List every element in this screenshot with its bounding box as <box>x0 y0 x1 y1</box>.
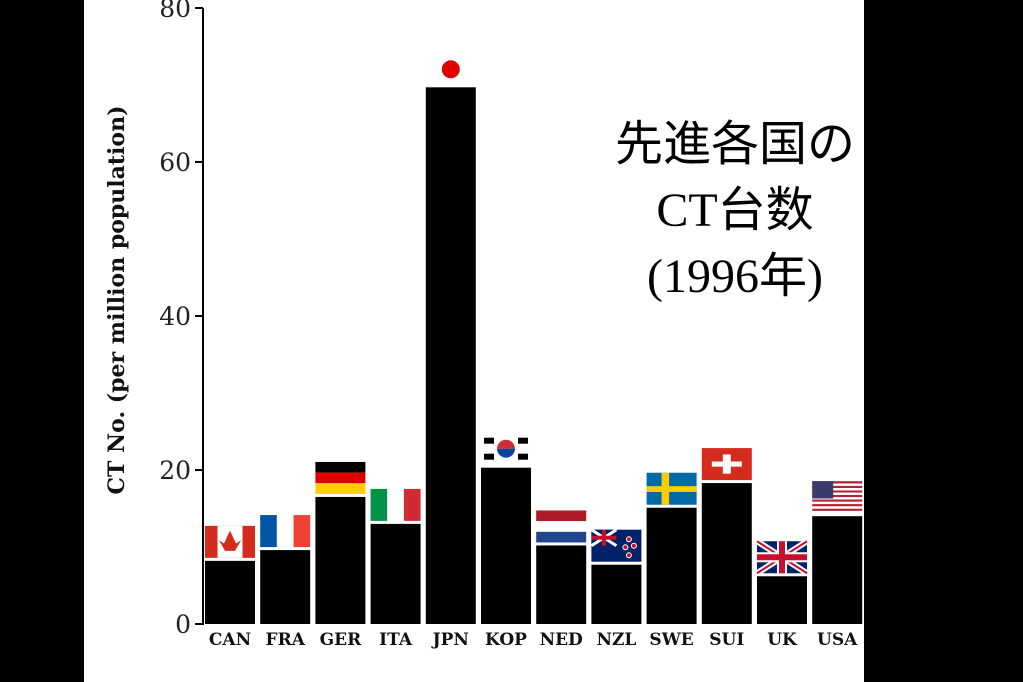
y-axis-title: CT No. (per million population) <box>104 106 130 495</box>
bar-sui <box>701 483 752 624</box>
bar-ita <box>370 523 421 624</box>
bar-can <box>205 560 255 624</box>
bar-uk <box>757 576 807 624</box>
y-tick-label: 0 <box>175 610 191 639</box>
y-tick-label: 40 <box>159 302 191 331</box>
y-tick-label: 60 <box>159 148 191 177</box>
korea-flag <box>481 432 531 465</box>
france-flag <box>260 515 311 548</box>
bar-ned <box>536 545 587 624</box>
x-tick-label: SUI <box>709 630 744 650</box>
japan-flag <box>441 60 460 79</box>
x-tick-label: FRA <box>266 630 306 650</box>
switzerland-flag <box>701 448 752 481</box>
italy-flag <box>370 488 421 521</box>
x-tick-label: JPN <box>431 630 469 650</box>
bar-kop <box>481 467 531 624</box>
new-zealand-flag <box>590 528 642 562</box>
chart-title-line-3: (1996年) <box>647 250 823 303</box>
germany-flag <box>315 461 366 494</box>
x-tick-label: GER <box>320 630 362 650</box>
x-tick-label: SWE <box>649 630 693 650</box>
bar-ger <box>315 496 366 624</box>
x-tick-label: USA <box>817 630 858 650</box>
y-tick-label: 80 <box>159 0 191 23</box>
x-tick-label: ITA <box>379 630 413 650</box>
netherlands-flag <box>536 510 587 543</box>
chart-title-line-2: CT台数 <box>656 184 814 237</box>
canada-flag <box>205 525 255 558</box>
bar-nzl <box>591 564 642 624</box>
y-tick-label: 20 <box>159 456 191 485</box>
usa-flag <box>812 481 863 514</box>
x-tick-label: UK <box>767 630 798 650</box>
chart-title: 先進各国の CT台数 (1996年) <box>590 112 880 310</box>
bar-swe <box>646 507 697 624</box>
x-tick-label: KOP <box>485 630 527 650</box>
bar-fra <box>260 550 311 624</box>
bar-jpn <box>425 87 476 624</box>
sweden-flag <box>646 472 697 505</box>
uk-flag <box>755 538 809 576</box>
chart-title-line-1: 先進各国の <box>614 118 855 171</box>
x-tick-label: CAN <box>209 630 251 650</box>
x-tick-label: NZL <box>596 630 636 650</box>
bar-usa <box>812 516 863 624</box>
x-tick-label: NED <box>540 630 583 650</box>
